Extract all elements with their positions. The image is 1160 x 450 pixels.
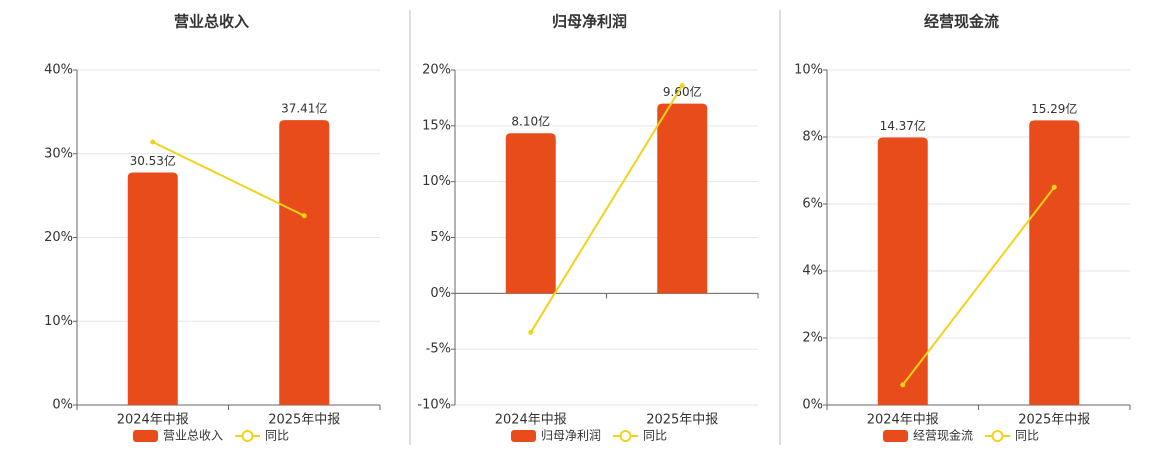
- value-label: 15.29亿: [1031, 101, 1077, 116]
- chart-title: 营业总收入: [174, 13, 249, 31]
- y-tick-label: -5%: [426, 342, 451, 357]
- y-tick-label: 20%: [422, 63, 451, 78]
- line-point: [900, 382, 906, 388]
- x-tick-label: 2024年中报: [495, 413, 567, 428]
- chart-title: 归母净利润: [552, 13, 627, 31]
- legend-swatch: [619, 430, 632, 442]
- y-tick-label: 15%: [422, 118, 451, 133]
- y-tick-label: 10%: [794, 63, 823, 78]
- value-label: 30.53亿: [130, 153, 176, 168]
- y-tick-label: 6%: [802, 197, 823, 212]
- legend-label: 同比: [265, 429, 289, 443]
- bar: [1029, 120, 1080, 406]
- y-tick-label: 0%: [802, 398, 823, 413]
- line-point: [528, 329, 534, 335]
- y-tick-label: 0%: [52, 398, 73, 413]
- bar: [877, 137, 928, 405]
- y-tick-label: 4%: [802, 264, 823, 279]
- bar: [657, 103, 708, 294]
- legend-swatch: [241, 430, 254, 442]
- legend-swatch: [883, 430, 908, 442]
- legend-label: 经营现金流: [913, 428, 973, 443]
- y-tick-label: 5%: [430, 230, 451, 245]
- y-tick-label: 10%: [44, 314, 73, 329]
- y-tick-label: 30%: [44, 146, 73, 161]
- line: [529, 85, 684, 333]
- y-tick-label: 2%: [802, 331, 823, 346]
- legend-label: 营业总收入: [163, 429, 223, 443]
- value-label: 14.37亿: [880, 118, 926, 133]
- legend-swatch: [511, 430, 536, 442]
- legend-swatch: [991, 430, 1004, 442]
- y-tick-label: -10%: [417, 398, 451, 413]
- line-point: [301, 213, 307, 219]
- chart-title: 经营现金流: [924, 13, 999, 31]
- legend-label: 同比: [643, 429, 667, 443]
- y-tick-label: 40%: [44, 63, 73, 78]
- line-point: [679, 83, 685, 89]
- x-tick-label: 2024年中报: [117, 413, 189, 428]
- x-tick-label: 2024年中报: [867, 413, 939, 428]
- x-tick-label: 2025年中报: [646, 413, 718, 428]
- legend-label: 同比: [1015, 429, 1039, 443]
- line-point: [1051, 184, 1057, 190]
- y-tick-label: 20%: [44, 230, 73, 245]
- value-label: 9.60亿: [663, 84, 702, 99]
- bar: [505, 133, 556, 294]
- y-tick-label: 0%: [430, 286, 451, 301]
- x-tick-label: 2025年中报: [268, 413, 340, 428]
- bar: [127, 172, 178, 405]
- value-label: 8.10亿: [511, 114, 550, 129]
- x-tick-label: 2025年中报: [1018, 413, 1090, 428]
- y-tick-label: 10%: [422, 174, 451, 189]
- y-tick-label: 8%: [802, 130, 823, 145]
- line-point: [150, 139, 156, 145]
- value-label: 37.41亿: [281, 101, 327, 116]
- bar: [279, 120, 330, 406]
- line: [901, 186, 1056, 386]
- legend-swatch: [133, 430, 158, 442]
- legend-label: 归母净利润: [541, 429, 601, 443]
- line: [152, 141, 305, 217]
